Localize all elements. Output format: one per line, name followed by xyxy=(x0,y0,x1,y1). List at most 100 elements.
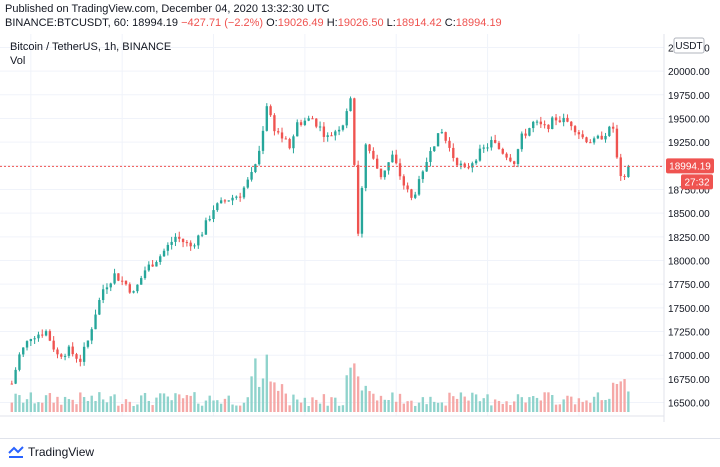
candle-body xyxy=(140,278,143,285)
candle-body xyxy=(219,200,223,204)
candle-body xyxy=(383,170,386,178)
candle-body xyxy=(516,149,520,164)
volume-bar xyxy=(322,394,326,412)
volume-bar xyxy=(71,399,74,412)
candle-body xyxy=(577,132,581,135)
volume-bar xyxy=(497,400,501,412)
volume-bar xyxy=(117,405,120,412)
volume-bar xyxy=(353,363,356,412)
tradingview-brand[interactable]: TradingView xyxy=(8,445,94,459)
candle-body xyxy=(391,154,394,163)
volume-bar xyxy=(231,404,234,412)
volume-bar xyxy=(113,394,116,412)
price-tick-label: 18750.00 xyxy=(668,185,710,196)
candle-body xyxy=(608,126,611,136)
candle-body xyxy=(509,157,512,162)
candle-body xyxy=(448,140,451,148)
candle-body xyxy=(113,273,116,284)
volume-bar xyxy=(90,395,93,412)
candle-body xyxy=(581,134,584,138)
candle-body xyxy=(551,117,554,130)
volume-bar xyxy=(277,390,280,412)
volume-bar xyxy=(109,396,112,412)
price-tick-label: 19250.00 xyxy=(668,138,710,149)
candle-body xyxy=(212,210,215,220)
candle-body xyxy=(547,124,550,130)
candle-body xyxy=(440,132,444,134)
candle-body xyxy=(532,121,535,129)
volume-bar xyxy=(433,401,436,412)
volume-bar xyxy=(44,395,48,412)
volume-bar xyxy=(311,397,314,412)
volume-bar xyxy=(82,397,86,412)
volume-bar xyxy=(242,402,246,412)
volume-bar xyxy=(208,395,211,412)
volume-bar xyxy=(554,404,558,412)
volume-bars xyxy=(10,354,630,412)
candle-body xyxy=(204,220,208,235)
candle-body xyxy=(299,122,303,125)
candle-body xyxy=(143,270,147,279)
volume-bar xyxy=(296,399,299,412)
volume-bar xyxy=(505,401,508,412)
volume-bar xyxy=(448,392,451,412)
candle-body xyxy=(623,176,626,178)
volume-legend: Vol xyxy=(10,55,25,67)
volume-bar xyxy=(600,400,603,412)
candle-body xyxy=(558,120,562,123)
candle-body xyxy=(231,197,234,201)
volume-bar xyxy=(589,402,592,412)
volume-bar xyxy=(577,398,581,412)
candle-body xyxy=(170,241,173,245)
candle-body xyxy=(136,284,139,292)
currency-box[interactable] xyxy=(673,37,705,54)
candle-body xyxy=(436,133,440,147)
volume-bar xyxy=(611,382,615,412)
volume-bar xyxy=(101,399,105,412)
volume-bar xyxy=(520,397,523,412)
candle-body xyxy=(505,153,508,158)
candle-body xyxy=(349,98,352,112)
volume-bar xyxy=(364,385,367,412)
price-axis[interactable]: 16500.00 16750.00 17000.00 17250.00 17500.00… xyxy=(668,43,710,409)
volume-bar xyxy=(29,392,33,412)
volume-bar xyxy=(543,392,546,412)
volume-bar xyxy=(391,392,394,412)
volume-bar xyxy=(10,402,13,412)
candle-body xyxy=(155,261,158,267)
volume-bar xyxy=(341,405,345,412)
volume-bar xyxy=(166,396,170,412)
candle-body xyxy=(197,235,200,246)
candle-body xyxy=(189,242,192,247)
candlestick-chart[interactable]: 16500.00 16750.00 17000.00 17250.00 17500.00… xyxy=(0,34,720,422)
candle-body xyxy=(535,121,539,123)
candle-body xyxy=(178,236,181,239)
volume-bar xyxy=(402,403,405,412)
candle-body xyxy=(611,126,615,129)
volume-bar xyxy=(48,393,52,412)
volume-bar xyxy=(189,395,192,412)
volume-bar xyxy=(330,397,333,412)
candle-body xyxy=(79,358,82,362)
volume-bar xyxy=(75,404,78,412)
volume-bar xyxy=(288,405,291,412)
candle-body xyxy=(410,189,413,198)
candle-body xyxy=(216,203,219,211)
candle-body xyxy=(60,354,63,357)
candle-body xyxy=(353,98,356,165)
candle-body xyxy=(421,171,425,180)
open-value: 19026.49 xyxy=(277,17,324,29)
candle-body xyxy=(486,147,489,149)
candles xyxy=(10,96,630,385)
candle-body xyxy=(433,146,436,152)
candle-body xyxy=(414,194,417,198)
candle-body xyxy=(375,158,379,169)
candle-body xyxy=(105,287,109,290)
candle-body xyxy=(543,124,546,126)
volume-bar xyxy=(151,405,154,412)
volume-bar xyxy=(326,405,329,412)
candle-body xyxy=(56,349,59,355)
volume-bar xyxy=(120,403,124,412)
candle-body xyxy=(193,245,196,247)
volume-bar xyxy=(14,393,17,412)
